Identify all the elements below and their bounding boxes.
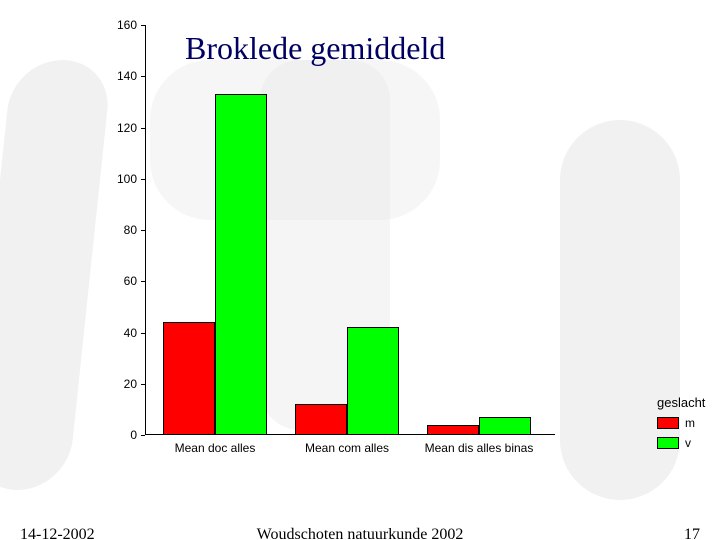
legend-item-v: v	[657, 436, 720, 450]
y-tick-label: 20	[124, 377, 137, 391]
footer-page: 17	[684, 526, 700, 540]
category-label: Mean dis alles binas	[425, 441, 534, 455]
bar-m	[295, 404, 347, 435]
bar-v	[479, 417, 531, 435]
bar-m	[427, 425, 479, 435]
legend-swatch	[657, 437, 679, 449]
y-tick-mark	[141, 179, 145, 180]
footer-date: 14-12-2002	[20, 526, 95, 540]
y-tick-label: 60	[124, 274, 137, 288]
bar-v	[215, 94, 267, 435]
y-tick-label: 160	[117, 18, 137, 32]
legend: geslacht mv	[657, 395, 720, 450]
y-tick-mark	[141, 281, 145, 282]
y-tick-mark	[141, 76, 145, 77]
plot-area: 020406080100120140160Mean doc allesMean …	[145, 25, 555, 435]
category-label: Mean doc alles	[175, 441, 256, 455]
y-tick-mark	[141, 230, 145, 231]
y-tick-label: 40	[124, 326, 137, 340]
y-tick-label: 120	[117, 121, 137, 135]
y-tick-mark	[141, 435, 145, 436]
y-tick-mark	[141, 128, 145, 129]
bar-m	[163, 322, 215, 435]
y-tick-label: 140	[117, 69, 137, 83]
footer-center: Woudschoten natuurkunde 2002	[257, 526, 464, 540]
legend-swatch	[657, 417, 679, 429]
y-tick-mark	[141, 384, 145, 385]
legend-title: geslacht	[657, 395, 720, 410]
y-tick-label: 0	[130, 428, 137, 442]
legend-label: v	[685, 436, 691, 450]
category-label: Mean com alles	[305, 441, 389, 455]
y-tick-label: 80	[124, 223, 137, 237]
bar-v	[347, 327, 399, 435]
y-tick-mark	[141, 333, 145, 334]
legend-item-m: m	[657, 416, 720, 430]
legend-label: m	[685, 416, 695, 430]
y-axis	[145, 25, 146, 435]
bar-chart: 020406080100120140160Mean doc allesMean …	[90, 25, 645, 470]
chart-title: Broklede gemiddeld	[185, 30, 445, 67]
y-tick-label: 100	[117, 172, 137, 186]
y-tick-mark	[141, 25, 145, 26]
